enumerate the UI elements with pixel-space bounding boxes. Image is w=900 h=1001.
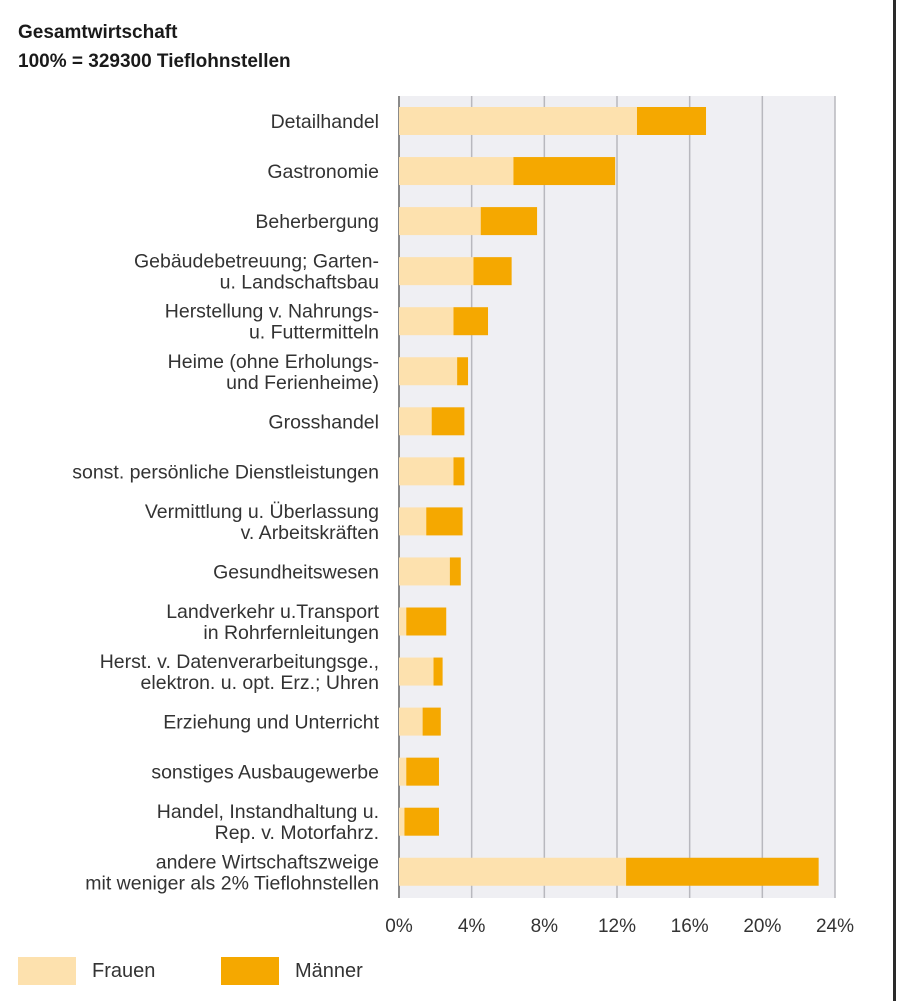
category-label: Detailhandel	[271, 111, 379, 133]
category-label: Handel, Instandhaltung u.	[157, 801, 379, 823]
bar-segment-maenner	[404, 807, 439, 836]
category-label: mit weniger als 2% Tieflohnstellen	[85, 872, 379, 894]
bar-segment-frauen	[399, 357, 458, 386]
bar-segment-maenner	[457, 357, 469, 386]
bar-segment-frauen	[399, 807, 405, 836]
category-label: andere Wirtschaftszweige	[156, 851, 379, 873]
bar-segment-maenner	[636, 107, 707, 135]
bar-segment-maenner	[513, 157, 616, 186]
category-label: Gastronomie	[267, 161, 379, 183]
bar-segment-frauen	[399, 307, 454, 336]
bar-segment-frauen	[399, 657, 434, 686]
right-border	[893, 0, 896, 1001]
category-label: u. Landschaftsbau	[220, 272, 379, 294]
category-label: sonstiges Ausbaugewerbe	[151, 762, 379, 784]
bar-segment-frauen	[399, 457, 454, 486]
bar-segment-frauen	[399, 757, 407, 786]
bar-segment-frauen	[399, 157, 514, 186]
category-label: Rep. v. Motorfahrz.	[215, 822, 379, 844]
bar-segment-frauen	[399, 407, 432, 436]
legend-label-frauen: Frauen	[92, 960, 156, 982]
bar-segment-maenner	[480, 207, 538, 236]
bar-segment-maenner	[426, 507, 463, 536]
category-label: in Rohrfernleitungen	[203, 622, 379, 644]
x-tick-label: 12%	[598, 916, 636, 937]
category-label: sonst. persönliche Dienstleistungen	[72, 461, 379, 483]
bar-segment-maenner	[406, 757, 439, 786]
bar-segment-maenner	[433, 657, 443, 686]
x-tick-label: 16%	[671, 916, 709, 937]
bar-segment-frauen	[399, 607, 407, 636]
bar-segment-maenner	[431, 407, 465, 436]
category-label: Landverkehr u.Transport	[166, 601, 379, 623]
category-label: elektron. u. opt. Erz.; Uhren	[141, 672, 379, 694]
bar-segment-frauen	[399, 857, 627, 886]
x-tick-label: 0%	[385, 916, 413, 937]
category-label: Grosshandel	[268, 411, 379, 433]
x-tick-label: 24%	[816, 916, 854, 937]
bar-segment-frauen	[399, 207, 481, 236]
x-tick-label: 20%	[743, 916, 781, 937]
category-label: u. Futtermitteln	[249, 322, 379, 344]
category-label: Erziehung und Unterricht	[163, 712, 379, 734]
chart-title: Gesamtwirtschaft	[18, 22, 178, 43]
bar-segment-frauen	[399, 257, 474, 286]
category-label: Gebäudebetreuung; Garten-	[134, 251, 379, 273]
category-label: und Ferienheime)	[226, 372, 379, 394]
bar-segment-maenner	[626, 857, 819, 886]
category-label: Herstellung v. Nahrungs-	[165, 301, 379, 323]
bar-segment-maenner	[473, 257, 512, 286]
x-tick-label: 8%	[531, 916, 559, 937]
category-label: Gesundheitswesen	[213, 561, 379, 583]
x-tick-label: 4%	[458, 916, 486, 937]
bar-segment-frauen	[399, 707, 423, 736]
bar-segment-maenner	[449, 557, 461, 586]
legend-swatch-maenner	[221, 957, 279, 985]
bar-segment-frauen	[399, 557, 450, 586]
category-label: Heime (ohne Erholungs-	[168, 351, 379, 373]
bar-chart: 0% 4% 8% 12% 16% 20% 24% Detailhandel Gastronomi…	[72, 96, 854, 937]
bar-segment-maenner	[422, 707, 441, 736]
category-label: Vermittlung u. Überlassung	[145, 501, 379, 523]
category-label: v. Arbeitskräften	[241, 522, 379, 544]
bar-segment-maenner	[406, 607, 447, 636]
legend-label-maenner: Männer	[295, 960, 363, 982]
bar-segment-frauen	[399, 107, 637, 135]
bar-segment-frauen	[399, 507, 427, 536]
bar-segment-maenner	[453, 307, 489, 336]
legend-swatch-frauen	[18, 957, 76, 985]
chart-subtitle: 100% = 329300 Tieflohnstellen	[18, 51, 291, 72]
bar-segment-maenner	[453, 457, 465, 486]
category-label: Herst. v. Datenverarbeitungsge.,	[100, 651, 379, 673]
category-label: Beherbergung	[255, 211, 379, 233]
